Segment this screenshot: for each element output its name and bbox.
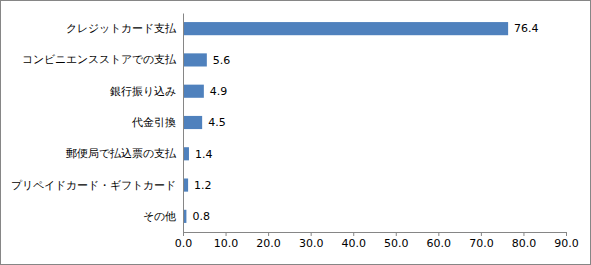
tick: プリペイドカード・ギフトカード bbox=[11, 179, 176, 192]
tick-label: 銀行振り込み bbox=[110, 85, 176, 98]
data-label: 1.4 bbox=[195, 148, 213, 161]
tick-mark bbox=[311, 232, 312, 236]
data-label: 76.4 bbox=[514, 22, 539, 35]
tick-label: クレジットカード支払 bbox=[66, 22, 177, 35]
bar bbox=[183, 53, 207, 66]
tick: 銀行振り込み bbox=[110, 85, 176, 98]
data-label: 4.5 bbox=[208, 116, 226, 129]
tick: 90.0 bbox=[554, 232, 579, 250]
tick-mark bbox=[183, 232, 184, 236]
data-labels: 76.4 5.6 4.9 4.5 1.4 1.2 0.8 bbox=[192, 22, 538, 223]
tick: 40.0 bbox=[341, 232, 366, 250]
tick: 80.0 bbox=[512, 232, 537, 250]
tick-label: その他 bbox=[143, 210, 176, 223]
tick-label: 30.0 bbox=[299, 237, 324, 250]
tick-mark bbox=[438, 232, 439, 236]
frame bbox=[1, 1, 591, 265]
tick-label: 20.0 bbox=[256, 237, 281, 250]
tick-mark bbox=[353, 232, 354, 236]
tick: 30.0 bbox=[299, 232, 324, 250]
axis-line bbox=[184, 232, 567, 233]
bar bbox=[183, 85, 204, 98]
x-axis: 0.0 10.0 20.0 30.0 40.0 50.0 60.0 70.0 80.0 90.0 bbox=[175, 232, 579, 250]
chart: 0.0 10.0 20.0 30.0 40.0 50.0 60.0 70.0 80.0 90.0 ク… bbox=[0, 0, 591, 265]
tick-mark bbox=[481, 232, 482, 236]
tick-label: 代金引換 bbox=[131, 116, 176, 129]
tick: コンビニエンスストアでの支払 bbox=[22, 53, 177, 66]
tick-label: 0.0 bbox=[175, 237, 193, 250]
tick-mark bbox=[566, 232, 567, 236]
tick: 郵便局で払込票の支払 bbox=[66, 147, 177, 160]
tick-label: 90.0 bbox=[554, 237, 579, 250]
tick-mark bbox=[523, 232, 524, 236]
tick: 0.0 bbox=[175, 232, 193, 250]
tick-label: プリペイドカード・ギフトカード bbox=[11, 179, 176, 192]
data-label: 0.8 bbox=[192, 210, 210, 223]
bar bbox=[183, 116, 202, 129]
tick-label: 10.0 bbox=[214, 237, 239, 250]
tick-label: 80.0 bbox=[512, 237, 537, 250]
axis-line bbox=[183, 14, 184, 233]
bars bbox=[183, 22, 508, 223]
tick-mark bbox=[226, 232, 227, 236]
tick-mark bbox=[396, 232, 397, 236]
tick: 50.0 bbox=[384, 232, 409, 250]
data-label: 1.2 bbox=[194, 179, 212, 192]
data-label: 5.6 bbox=[213, 54, 231, 67]
tick: 70.0 bbox=[469, 232, 494, 250]
tick: 60.0 bbox=[427, 232, 452, 250]
tick-label: 70.0 bbox=[469, 237, 494, 250]
tick-label: 40.0 bbox=[341, 237, 366, 250]
plot: 0.0 10.0 20.0 30.0 40.0 50.0 60.0 70.0 80.0 90.0 ク… bbox=[11, 14, 579, 250]
tick-label: 60.0 bbox=[427, 237, 452, 250]
tick: 10.0 bbox=[214, 232, 239, 250]
tick: 20.0 bbox=[256, 232, 281, 250]
tick-label: 郵便局で払込票の支払 bbox=[66, 147, 177, 160]
tick: 代金引換 bbox=[131, 116, 176, 129]
tick: その他 bbox=[143, 210, 176, 223]
tick-label: 50.0 bbox=[384, 237, 409, 250]
y-axis: クレジットカード支払コンビニエンスストアでの支払銀行振り込み代金引換郵便局で払込… bbox=[11, 14, 184, 233]
data-label: 4.9 bbox=[210, 85, 228, 98]
tick: クレジットカード支払 bbox=[66, 22, 177, 35]
bar bbox=[183, 22, 508, 35]
tick-mark bbox=[268, 232, 269, 236]
tick-label: コンビニエンスストアでの支払 bbox=[22, 53, 177, 66]
